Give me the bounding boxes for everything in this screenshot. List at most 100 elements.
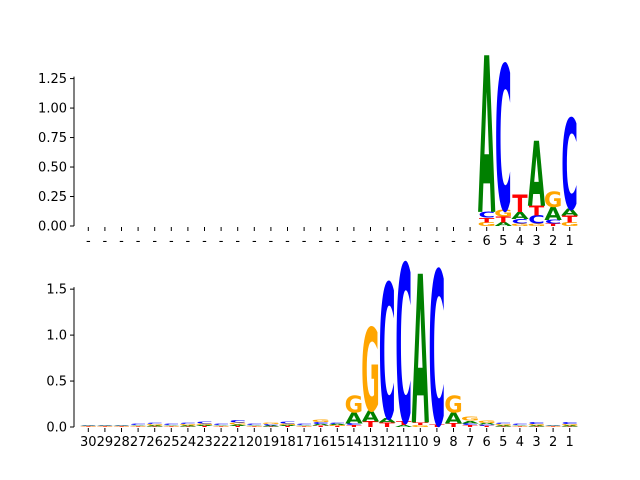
logo-letter-a: A (179, 425, 197, 426)
logo-letter-t: T (496, 215, 512, 225)
y-tick-label: 1.25 (38, 72, 67, 87)
x-tick-label: 27 (130, 435, 147, 450)
logo-letter-g: G (79, 426, 97, 427)
x-tick-label: - (86, 234, 91, 249)
logo-letter-c: C (545, 425, 562, 426)
x-tick-label: 14 (346, 435, 363, 450)
logo-letter-g: G (112, 426, 130, 427)
logo-letter-t: T (213, 426, 229, 427)
logo-letter-c: C (561, 94, 578, 239)
logo-letter-t: T (330, 426, 346, 427)
x-tick-label: - (103, 234, 108, 249)
logo-letter-c: C (80, 425, 97, 426)
logo-letter-g: G (560, 222, 578, 228)
logo-letter-c: C (130, 424, 147, 425)
x-tick-label: - (368, 234, 373, 249)
logo-letter-t: T (413, 422, 428, 426)
logo-letter-a: A (362, 407, 380, 425)
logo-letter-a: A (395, 425, 413, 428)
x-tick-label: - (418, 234, 423, 249)
x-tick-label: 3 (532, 435, 540, 450)
logo-letter-g: G (560, 424, 578, 426)
x-tick-label: - (119, 234, 124, 249)
x-tick-label: - (152, 234, 157, 249)
x-tick-label: 10 (412, 435, 429, 450)
logo-letter-g: G (295, 426, 313, 427)
logo-letter-t: T (280, 426, 296, 427)
logo-letter-a: A (412, 234, 429, 472)
x-tick-label: 15 (329, 435, 346, 450)
x-tick-label: - (186, 234, 191, 249)
x-tick-label: 18 (279, 435, 296, 450)
logo-letter-c: C (495, 422, 512, 424)
logo-letter-g: G (511, 223, 529, 227)
x-tick-label: 5 (499, 234, 507, 249)
logo-letter-a: A (246, 425, 264, 426)
logo-letter-g: G (544, 189, 562, 213)
logo-letter-a: A (196, 425, 214, 427)
x-tick-label: - (136, 234, 141, 249)
logo-letter-t: T (147, 426, 163, 427)
logo-letter-g: G (444, 392, 462, 418)
x-tick-label: 6 (483, 234, 491, 249)
logo-letter-g: G (494, 208, 512, 219)
logo-letter-c: C (462, 423, 479, 426)
x-tick-label: - (302, 234, 307, 249)
logo-letter-t: T (545, 223, 560, 227)
logo-letter-a: A (528, 125, 545, 228)
logo-letter-a: A (312, 423, 330, 426)
y-tick-label: 0.5 (46, 375, 67, 390)
logo-letter-t: T (97, 426, 113, 427)
logo-letter-c: C (379, 248, 396, 463)
logo-letter-g: G (145, 424, 163, 426)
logo-letter-t: T (396, 421, 413, 427)
y-tick-label: 1.0 (46, 329, 67, 344)
x-tick-label: - (169, 234, 174, 249)
y-tick-label: 0.50 (38, 161, 67, 176)
x-tick-label: - (435, 234, 440, 249)
logo-letter-g: G (278, 423, 296, 425)
y-tick-label: 0.25 (38, 190, 67, 205)
logo-letter-c: C (97, 425, 114, 426)
top-logo-panel: 0.000.250.500.751.001.25- - - - - - - - - - - - - - - -… (38, 14, 579, 264)
logo-letter-t: T (230, 426, 246, 428)
logo-letter-a: A (295, 425, 313, 426)
logo-letter-g: G (461, 416, 479, 422)
logo-letter-t: T (363, 420, 379, 429)
logo-letter-t: T (562, 426, 578, 427)
x-tick-label: 4 (516, 435, 524, 450)
logo-letter-a: A (146, 425, 164, 426)
logo-letter-g: G (212, 426, 230, 427)
x-tick-label: 17 (296, 435, 313, 450)
x-tick-label: - (235, 234, 240, 249)
logo-letter-a: A (561, 207, 579, 218)
logo-letter-g: G (494, 424, 512, 426)
logo-letter-c: C (528, 213, 545, 226)
logo-letter-g: G (544, 426, 562, 427)
logo-letter-g: G (527, 424, 545, 426)
logo-letter-t: T (296, 426, 312, 427)
x-tick-label: 7 (466, 435, 474, 450)
logo-letter-c: C (312, 421, 329, 424)
logo-letter-t: T (247, 426, 263, 427)
bottom-logo-panel: 0.00.51.01.530 29 28 27 26 25 24 23 22 21 20 19 18 17… (46, 222, 579, 475)
logo-letter-t: T (164, 426, 180, 427)
logo-letter-g: G (361, 306, 379, 438)
x-tick-label: 20 (246, 435, 263, 450)
logo-letter-a: A (478, 14, 495, 264)
logo-letter-c: C (180, 422, 197, 424)
logo-letter-t: T (512, 189, 527, 218)
logo-letter-a: A (511, 211, 529, 222)
logo-letter-t: T (379, 421, 395, 428)
logo-letter-g: G (162, 426, 180, 427)
logo-letter-t: T (462, 425, 477, 428)
x-tick-label: 24 (180, 435, 197, 450)
x-tick-label: 5 (499, 435, 507, 450)
logo-letter-t: T (562, 214, 578, 225)
logo-letter-a: A (544, 203, 562, 224)
logo-letter-g: G (477, 420, 495, 424)
logo-letter-a: A (544, 425, 562, 426)
logo-letter-c: C (528, 422, 545, 425)
x-tick-label: - (385, 234, 390, 249)
logo-letter-a: A (478, 422, 496, 425)
